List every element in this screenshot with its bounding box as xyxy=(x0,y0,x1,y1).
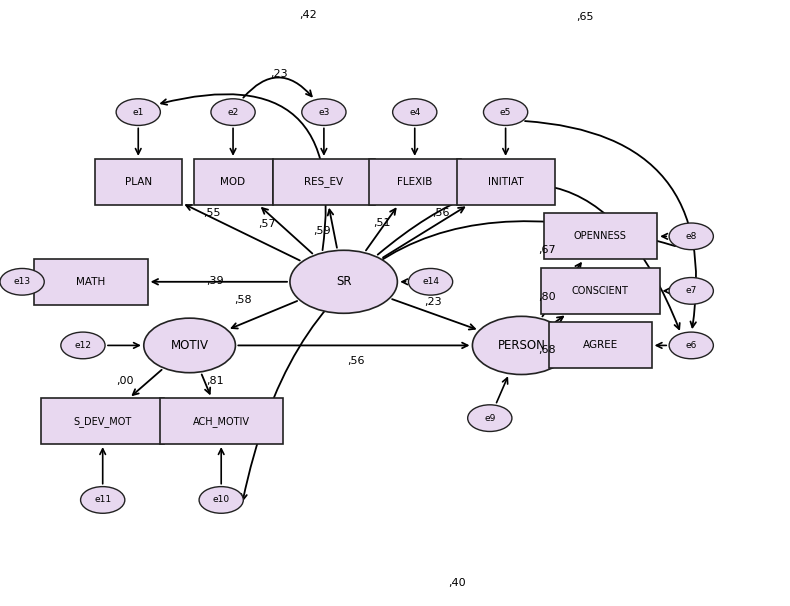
Ellipse shape xyxy=(116,99,160,125)
Text: e13: e13 xyxy=(13,278,31,286)
Ellipse shape xyxy=(669,332,713,359)
Text: ,80: ,80 xyxy=(538,292,555,302)
Text: INITIAT: INITIAT xyxy=(487,177,524,187)
Ellipse shape xyxy=(472,316,570,375)
FancyBboxPatch shape xyxy=(369,159,461,205)
Text: ,67: ,67 xyxy=(538,245,555,255)
Text: ,68: ,68 xyxy=(538,345,555,355)
Text: e1: e1 xyxy=(133,108,144,116)
Text: ,56: ,56 xyxy=(432,208,450,218)
Text: OPENNESS: OPENNESS xyxy=(574,231,626,241)
Text: MOD: MOD xyxy=(220,177,246,187)
Text: ,65: ,65 xyxy=(576,12,593,22)
Text: FLEXIB: FLEXIB xyxy=(397,177,432,187)
Text: ,00: ,00 xyxy=(116,376,134,385)
FancyBboxPatch shape xyxy=(549,322,652,368)
Text: RES_EV: RES_EV xyxy=(304,176,344,187)
FancyBboxPatch shape xyxy=(457,159,555,205)
FancyBboxPatch shape xyxy=(544,213,657,259)
FancyBboxPatch shape xyxy=(95,159,182,205)
Ellipse shape xyxy=(669,223,713,250)
Text: PLAN: PLAN xyxy=(125,177,152,187)
FancyBboxPatch shape xyxy=(34,259,148,305)
Ellipse shape xyxy=(144,318,235,373)
Text: S_DEV_MOT: S_DEV_MOT xyxy=(73,416,132,427)
Ellipse shape xyxy=(393,99,437,125)
Ellipse shape xyxy=(290,250,397,313)
Text: ,58: ,58 xyxy=(235,295,252,305)
Ellipse shape xyxy=(61,332,105,359)
Text: e2: e2 xyxy=(228,108,239,116)
Text: ,55: ,55 xyxy=(203,208,220,218)
Text: AGREE: AGREE xyxy=(583,341,618,350)
FancyBboxPatch shape xyxy=(41,398,164,444)
Text: ,81: ,81 xyxy=(206,376,224,385)
Text: PERSON: PERSON xyxy=(498,339,545,352)
Text: e4: e4 xyxy=(409,108,420,116)
Text: ,23: ,23 xyxy=(270,69,288,79)
Text: e9: e9 xyxy=(484,414,495,422)
Text: e3: e3 xyxy=(318,108,329,116)
Text: ,42: ,42 xyxy=(299,10,317,20)
Ellipse shape xyxy=(669,278,713,304)
Text: ,51: ,51 xyxy=(374,218,391,228)
Text: e6: e6 xyxy=(686,341,697,350)
Text: ,68: ,68 xyxy=(623,221,641,230)
Text: MATH: MATH xyxy=(76,277,106,287)
Text: ,57: ,57 xyxy=(258,219,276,229)
Ellipse shape xyxy=(483,99,528,125)
Text: ,39: ,39 xyxy=(206,276,224,286)
Text: e8: e8 xyxy=(686,232,697,241)
Text: ,23: ,23 xyxy=(424,297,442,307)
Text: SR: SR xyxy=(336,275,352,288)
Text: MOTIV: MOTIV xyxy=(171,339,209,352)
FancyBboxPatch shape xyxy=(273,159,375,205)
Text: ,40: ,40 xyxy=(448,578,465,588)
Ellipse shape xyxy=(81,487,125,513)
Ellipse shape xyxy=(302,99,346,125)
Ellipse shape xyxy=(211,99,255,125)
Ellipse shape xyxy=(0,268,44,295)
Text: e7: e7 xyxy=(686,287,697,295)
FancyBboxPatch shape xyxy=(541,268,660,314)
Text: ,59: ,59 xyxy=(314,227,331,236)
FancyBboxPatch shape xyxy=(194,159,273,205)
Text: e14: e14 xyxy=(422,278,439,286)
Text: e12: e12 xyxy=(74,341,92,350)
Text: ,56: ,56 xyxy=(347,356,364,365)
Text: e11: e11 xyxy=(94,496,111,504)
Text: ACH_MOTIV: ACH_MOTIV xyxy=(193,416,250,427)
Text: e10: e10 xyxy=(213,496,230,504)
Ellipse shape xyxy=(408,268,453,295)
Ellipse shape xyxy=(468,405,512,431)
FancyBboxPatch shape xyxy=(160,398,283,444)
Text: e5: e5 xyxy=(500,108,511,116)
Ellipse shape xyxy=(199,487,243,513)
Text: CONSCIENT: CONSCIENT xyxy=(572,286,629,296)
